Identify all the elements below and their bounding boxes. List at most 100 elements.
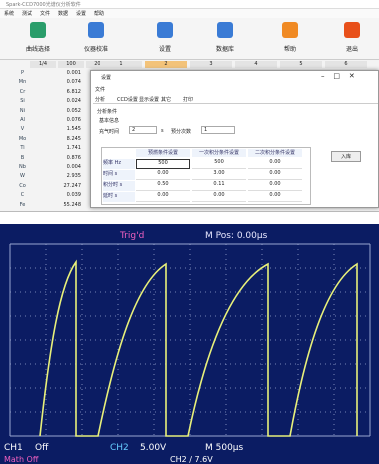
toolbar-label: 设置 xyxy=(158,46,171,53)
subgroup-title: 基本信息 xyxy=(99,118,120,124)
table-cell: 0.00 xyxy=(248,181,302,191)
element-value: 0.024 xyxy=(66,98,81,105)
menu-item[interactable]: 测试 xyxy=(22,11,33,17)
ch2-value: 5.00V xyxy=(140,443,167,453)
toolbar-icon xyxy=(88,22,104,38)
column-header: 1/4 xyxy=(30,61,56,68)
trigger: CH2 ∕ 7.6V xyxy=(170,455,213,464)
dialog-controls[interactable]: – □ ✕ xyxy=(321,72,355,80)
tab[interactable]: CCD设置 xyxy=(117,97,138,103)
menu-item[interactable]: 文件 xyxy=(40,11,51,17)
dialog-menu[interactable]: 文件 xyxy=(95,87,106,93)
grid xyxy=(9,243,371,437)
toolbar-label: 退出 xyxy=(345,46,358,53)
toolbar-button[interactable]: 数据库 xyxy=(205,20,245,58)
tab-bar: 分析 CCD设置 显示设置 其它 打印 xyxy=(93,95,378,104)
group-title: 分析条件 xyxy=(97,109,118,115)
column-header: 200 xyxy=(86,61,112,68)
toolbar-label: 帮助 xyxy=(283,46,296,53)
settings-dialog: 设置 – □ ✕ 文件 分析 CCD设置 显示设置 其它 打印 分析条件 基本信息 充气… xyxy=(90,70,379,208)
element-symbol: Mn xyxy=(18,79,27,86)
tab[interactable]: 分析 xyxy=(95,97,106,103)
element-symbol: Co xyxy=(19,182,26,189)
element-symbol: V xyxy=(20,126,25,133)
element-symbol: C xyxy=(20,192,25,199)
field-unit: s xyxy=(161,128,164,134)
toolbar-button[interactable]: 退出 xyxy=(332,20,372,58)
store-button[interactable]: 入库 xyxy=(331,151,361,162)
toolbar-button[interactable]: 设置 xyxy=(145,20,185,58)
table-cell: 0.00 xyxy=(248,192,302,202)
toolbar-label: 数据库 xyxy=(215,46,234,53)
tab[interactable]: 打印 xyxy=(183,97,194,103)
column-header: 2 xyxy=(145,61,187,68)
table-cell: 3.00 xyxy=(192,170,246,180)
element-symbol: Nb xyxy=(19,164,26,170)
element-value: 2.935 xyxy=(66,173,81,180)
element-symbol: B xyxy=(20,154,25,161)
window-title: Spark-CCD7000光谱仪分析软件 xyxy=(6,2,81,8)
element-symbol: Si xyxy=(20,98,25,105)
field-select[interactable]: 1 xyxy=(201,126,235,134)
waveform xyxy=(39,259,358,437)
toolbar-icon xyxy=(157,22,173,38)
software-window: Spark-CCD7000光谱仪分析软件 系统 测试 文件 数据 设置 帮助 曲线选择 仪器… xyxy=(0,0,379,212)
element-symbol: Ti xyxy=(20,145,25,152)
table-header: 一次积分条件设置 xyxy=(192,149,246,157)
element-symbol: Al xyxy=(20,117,25,123)
field-label: 预分次数 xyxy=(171,129,192,135)
position: M Pos: 0.00μs xyxy=(205,231,268,241)
toolbar-label: 仪器校准 xyxy=(83,46,108,53)
ch2-label: CH2 xyxy=(110,443,129,453)
timebase: M 500μs xyxy=(205,443,244,453)
tab[interactable]: 显示设置 xyxy=(139,97,160,103)
element-value: 27.247 xyxy=(63,182,82,189)
conditions-table: 预燃条件设置 一次积分条件设置 二次积分条件设置 频率 Hz 500 500 0.00 时间 … xyxy=(101,147,311,205)
column-header: 6 xyxy=(325,61,367,68)
toolbar-button[interactable]: 曲线选择 xyxy=(18,20,58,58)
tab[interactable]: 其它 xyxy=(161,97,172,103)
column-header: 3 xyxy=(190,61,232,68)
table-cell: 0.11 xyxy=(192,181,246,191)
element-value: 0.052 xyxy=(66,107,81,114)
field-input[interactable]: 2 xyxy=(129,126,157,134)
toolbar-icon xyxy=(30,22,46,38)
menu-bar: 系统 测试 文件 数据 设置 帮助 xyxy=(0,9,379,18)
row-label: 频率 Hz xyxy=(103,159,135,169)
element-symbol: Cr xyxy=(19,88,26,95)
table-cell: 0.00 xyxy=(248,159,302,169)
menu-item[interactable]: 帮助 xyxy=(94,11,105,17)
element-symbol: Mo xyxy=(18,135,27,142)
toolbar-button[interactable]: 帮助 xyxy=(270,20,310,58)
toolbar-icon xyxy=(282,22,298,38)
table-cell: 0.00 xyxy=(136,170,190,180)
ch1-label: CH1 xyxy=(4,443,23,453)
table-cell: 0.00 xyxy=(248,170,302,180)
element-value: 0.004 xyxy=(66,164,81,170)
column-header: 100 xyxy=(58,61,84,68)
element-value: 0.074 xyxy=(66,79,81,86)
element-symbol: Ni xyxy=(19,107,26,114)
element-value: 55.248 xyxy=(63,201,82,208)
screen-bg xyxy=(0,224,379,464)
element-value: 6.812 xyxy=(66,88,81,95)
menu-item[interactable]: 数据 xyxy=(58,11,69,17)
ch1-value: Off xyxy=(35,443,49,453)
table-header: 二次积分条件设置 xyxy=(248,149,302,157)
toolbar-button[interactable]: 仪器校准 xyxy=(76,20,116,58)
table-cell: 0.00 xyxy=(136,192,190,202)
toolbar-icon xyxy=(344,22,360,38)
element-value: 0.076 xyxy=(66,117,81,123)
element-value: 0.876 xyxy=(66,154,81,161)
toolbar-icon xyxy=(217,22,233,38)
element-symbol: Fe xyxy=(19,201,26,208)
column-header: 1 xyxy=(100,61,142,68)
menu-item[interactable]: 系统 xyxy=(4,11,15,17)
title-bar: Spark-CCD7000光谱仪分析软件 xyxy=(0,0,379,9)
row-label: 积分时 s xyxy=(103,181,135,191)
row-label: 延时 s xyxy=(103,192,135,202)
menu-item[interactable]: 设置 xyxy=(76,11,87,17)
element-value: 1.741 xyxy=(66,145,81,152)
table-cell: 0.00 xyxy=(192,192,246,202)
